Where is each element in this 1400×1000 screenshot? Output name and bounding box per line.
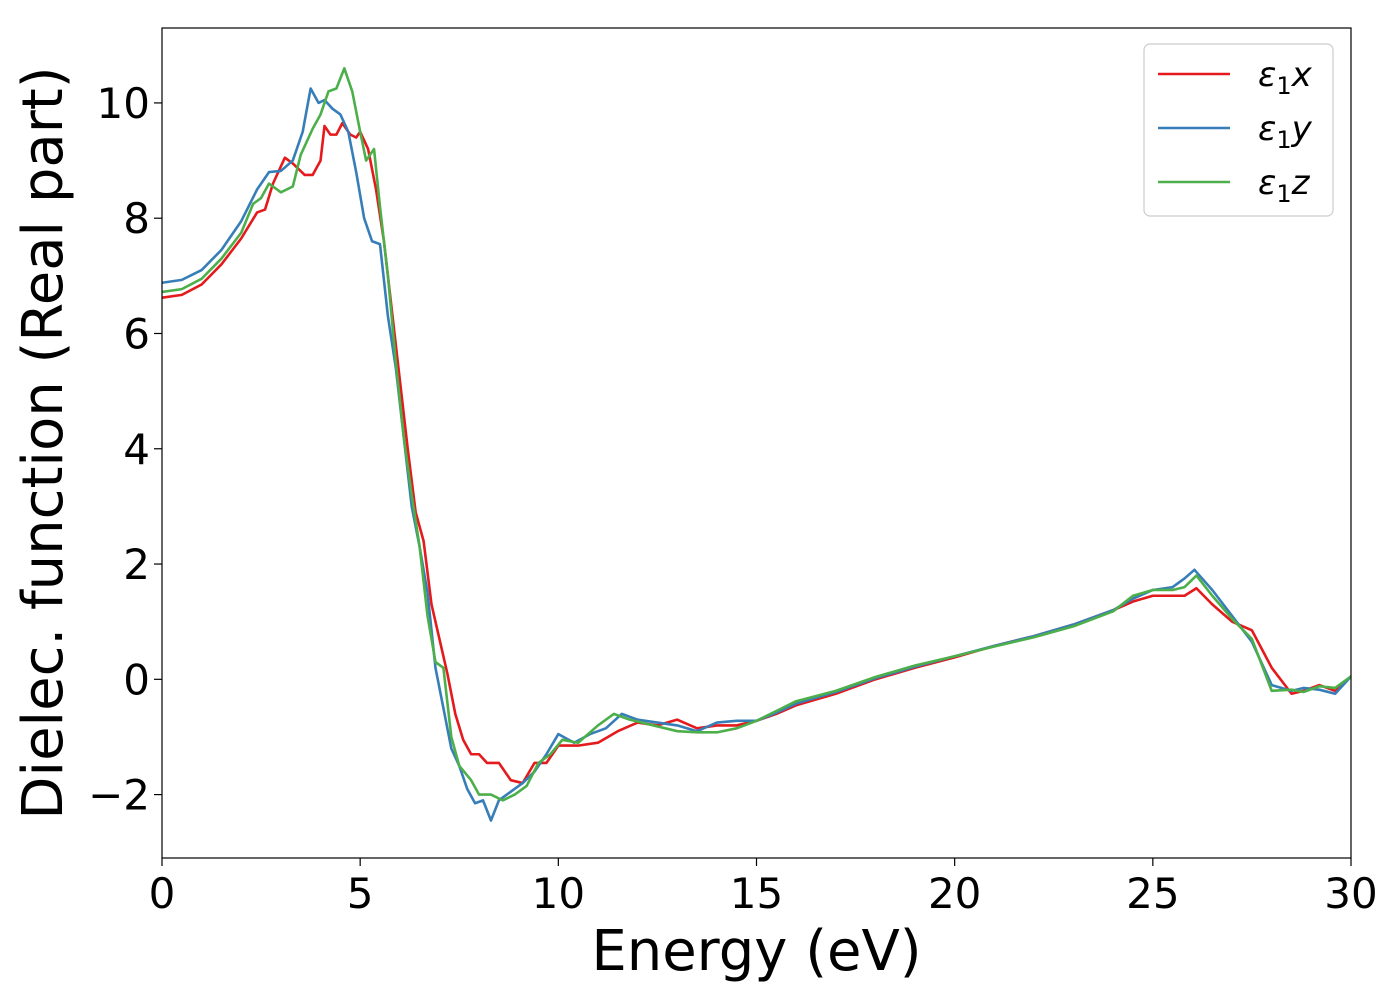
x-tick-label: 5 xyxy=(347,869,374,918)
x-tick-label: 20 xyxy=(928,869,981,918)
x-tick-label: 0 xyxy=(149,869,176,918)
series-line-z xyxy=(162,67,1351,802)
legend-label-z: ε1z xyxy=(1258,163,1311,208)
legend: ε1x ε1y ε1z xyxy=(1143,43,1334,217)
series-lines xyxy=(162,67,1351,822)
x-tick-label: 30 xyxy=(1324,869,1377,918)
y-tick-label: −2 xyxy=(88,771,150,820)
x-tick-label: 15 xyxy=(730,869,783,918)
x-axis: 0 5 10 15 20 25 30 xyxy=(149,858,1378,918)
y-axis-title: Dielec. function (Real part) xyxy=(11,66,76,819)
legend-box xyxy=(1143,43,1334,217)
legend-label-x: ε1x xyxy=(1258,55,1313,100)
series-line-x xyxy=(162,121,1351,785)
y-axis: −2 0 2 4 6 8 10 xyxy=(88,79,162,820)
y-tick-label: 2 xyxy=(123,540,150,589)
y-tick-label: 6 xyxy=(123,309,150,358)
y-tick-label: 8 xyxy=(123,194,150,243)
legend-label-y: ε1y xyxy=(1258,109,1313,154)
y-tick-label: 10 xyxy=(97,79,150,128)
x-tick-label: 10 xyxy=(532,869,585,918)
y-tick-label: 4 xyxy=(123,425,150,474)
x-tick-label: 25 xyxy=(1126,869,1179,918)
x-axis-title: Energy (eV) xyxy=(591,919,921,984)
y-tick-label: 0 xyxy=(123,655,150,704)
